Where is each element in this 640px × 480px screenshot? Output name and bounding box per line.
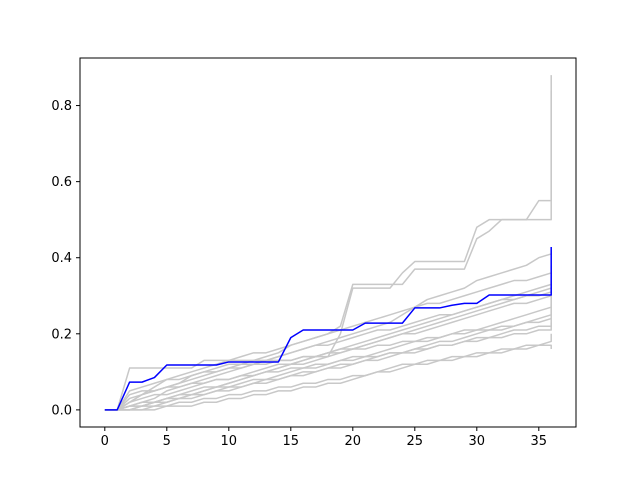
y-tick-label: 0.0 (51, 403, 72, 418)
plot-area (80, 58, 576, 427)
background-series-line-15 (104, 344, 552, 411)
background-series-line-8 (104, 280, 552, 411)
x-tick-label: 35 (531, 434, 548, 449)
y-axis: 0.0 0.2 0.4 0.6 0.8 (51, 99, 80, 418)
background-series-line-1 (104, 75, 552, 411)
y-tick-label: 0.4 (51, 251, 72, 266)
x-tick-label: 0 (101, 434, 109, 449)
y-tick-label: 0.6 (51, 175, 72, 190)
y-tick-label: 0.8 (51, 99, 72, 114)
x-tick-label: 20 (345, 434, 362, 449)
x-tick-label: 25 (407, 434, 424, 449)
x-tick-label: 5 (163, 434, 171, 449)
x-tick-label: 15 (283, 434, 300, 449)
x-tick-label: 30 (469, 434, 486, 449)
y-tick-label: 0.2 (51, 327, 72, 342)
background-series-line-6 (104, 295, 552, 411)
highlight-series-line (104, 247, 552, 411)
background-series-line-14 (104, 265, 552, 411)
background-series-line-13 (104, 318, 552, 411)
background-series-line-10 (104, 288, 552, 411)
highlight-series-group (104, 247, 552, 411)
plot-frame (79, 57, 577, 428)
x-tick-label: 10 (221, 434, 238, 449)
x-axis: 0 5 10 15 20 25 30 35 (101, 427, 547, 449)
